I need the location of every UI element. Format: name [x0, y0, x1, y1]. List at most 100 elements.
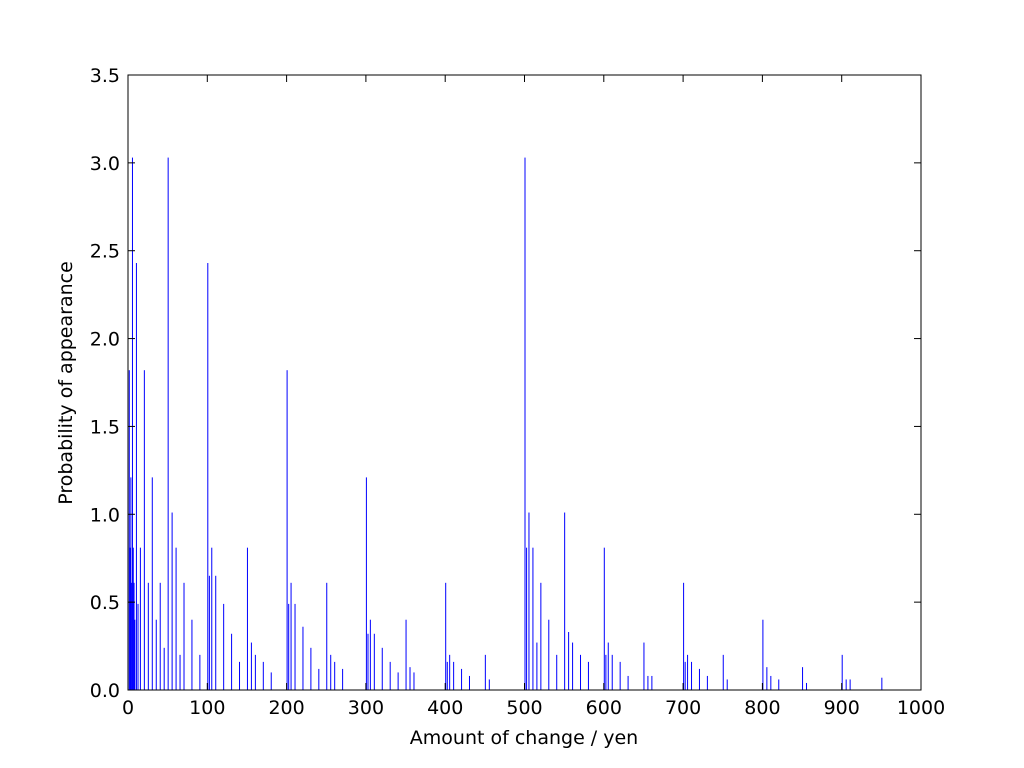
bar — [683, 582, 685, 690]
bar — [611, 654, 613, 690]
bar — [137, 603, 139, 690]
bar — [643, 642, 645, 690]
bar — [766, 667, 768, 690]
bar — [698, 668, 700, 690]
bar — [445, 582, 447, 690]
bar — [488, 679, 490, 690]
bar — [849, 679, 851, 690]
bar — [587, 661, 589, 690]
bar — [413, 672, 415, 690]
x-tick-label: 300 — [348, 697, 384, 719]
bar — [334, 661, 336, 690]
y-axis-label: Probability of appearance — [55, 261, 77, 505]
bar — [262, 661, 264, 690]
bar — [239, 661, 241, 690]
bar — [132, 547, 134, 690]
bar — [405, 619, 407, 690]
bar — [215, 575, 217, 690]
bar — [532, 547, 534, 690]
bar — [171, 512, 173, 690]
bar — [128, 370, 130, 690]
bar — [687, 654, 689, 690]
x-tick-label: 900 — [824, 697, 860, 719]
bar — [250, 642, 252, 690]
bar — [603, 547, 605, 690]
bar — [135, 263, 137, 690]
bar — [207, 263, 209, 690]
y-tick-label: 0.5 — [90, 592, 120, 614]
bar — [540, 582, 542, 690]
bar — [254, 654, 256, 690]
bar — [318, 668, 320, 690]
x-tick-label: 700 — [665, 697, 701, 719]
bar — [684, 661, 686, 690]
bar — [691, 661, 693, 690]
bar — [130, 477, 132, 690]
bar — [446, 661, 448, 690]
bar — [163, 647, 165, 690]
bar — [572, 642, 574, 690]
bar — [151, 477, 153, 690]
bar — [231, 633, 233, 690]
bar — [134, 619, 136, 690]
bar — [845, 679, 847, 690]
bar — [706, 675, 708, 690]
bar — [191, 619, 193, 690]
x-axis-label: Amount of change / yen — [410, 727, 638, 749]
y-tick-label: 0.0 — [90, 680, 120, 702]
bar — [365, 477, 367, 690]
bar — [330, 654, 332, 690]
x-tick-label: 800 — [744, 697, 780, 719]
bar — [548, 619, 550, 690]
x-tick-label: 500 — [506, 697, 542, 719]
bar — [409, 667, 411, 690]
bar — [806, 682, 808, 690]
bar — [294, 603, 296, 690]
bar — [564, 512, 566, 690]
bar — [528, 512, 530, 690]
y-tick-label: 1.5 — [90, 416, 120, 438]
y-tick-label: 3.5 — [90, 65, 120, 87]
x-tick-label: 200 — [268, 697, 304, 719]
bar — [133, 582, 135, 690]
bar — [288, 603, 290, 690]
bar — [536, 642, 538, 690]
bar — [175, 547, 177, 690]
bar — [223, 603, 225, 690]
bar — [449, 654, 451, 690]
bar — [155, 619, 157, 690]
bar — [841, 654, 843, 690]
x-tick-label: 1000 — [897, 697, 945, 719]
bar — [183, 582, 185, 690]
bar — [726, 679, 728, 690]
bar — [179, 654, 181, 690]
bar — [270, 672, 272, 690]
bar — [647, 675, 649, 690]
x-tick-label: 100 — [189, 697, 225, 719]
bar — [367, 633, 369, 690]
bar — [762, 619, 764, 690]
bar — [651, 675, 653, 690]
bar — [580, 654, 582, 690]
bar — [290, 582, 292, 690]
bar — [468, 675, 470, 690]
y-tick-label: 3.0 — [90, 153, 120, 175]
bar — [143, 370, 145, 690]
x-tick-label: 0 — [122, 697, 134, 719]
bar — [770, 675, 772, 690]
bar — [389, 661, 391, 690]
x-tick-label: 400 — [427, 697, 463, 719]
bar — [326, 582, 328, 690]
bar — [159, 582, 161, 690]
bar — [310, 647, 312, 690]
y-tick-label: 1.0 — [90, 504, 120, 526]
bar — [342, 668, 344, 690]
bar — [778, 679, 780, 690]
bar — [556, 654, 558, 690]
bar — [568, 632, 570, 690]
bar — [607, 642, 609, 690]
bar — [147, 582, 149, 690]
bar — [211, 547, 213, 690]
